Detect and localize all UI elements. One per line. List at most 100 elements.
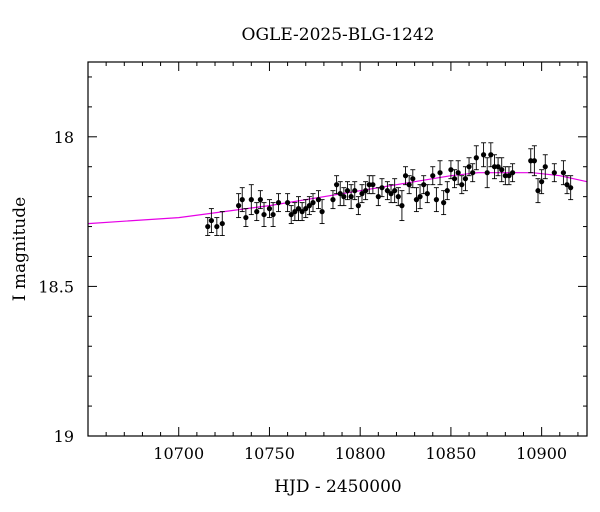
data-marker xyxy=(341,194,347,200)
data-point xyxy=(330,190,336,210)
data-point xyxy=(417,184,423,210)
data-point xyxy=(539,169,545,195)
data-point xyxy=(257,190,263,210)
data-point xyxy=(495,157,501,177)
data-marker xyxy=(395,194,401,200)
data-marker xyxy=(270,211,276,218)
data-point xyxy=(205,217,211,236)
data-point xyxy=(480,142,487,168)
data-marker xyxy=(473,155,479,161)
data-point xyxy=(375,187,381,207)
data-marker xyxy=(219,220,225,227)
data-point xyxy=(359,184,365,204)
y-axis-ticks: 18 18.5 19 xyxy=(38,76,587,446)
data-point xyxy=(341,187,347,207)
data-marker xyxy=(288,211,294,218)
data-point xyxy=(379,178,385,198)
data-point xyxy=(261,202,267,228)
x-tick-label: 10900 xyxy=(516,444,567,463)
data-marker xyxy=(384,188,390,194)
data-point xyxy=(299,202,305,222)
data-point xyxy=(248,184,254,216)
data-marker xyxy=(303,206,309,212)
data-marker xyxy=(488,152,494,158)
x-tick-label: 10850 xyxy=(425,444,476,463)
data-marker xyxy=(568,185,574,191)
data-marker xyxy=(306,203,312,209)
data-marker xyxy=(205,223,211,230)
data-marker xyxy=(359,191,365,197)
data-marker xyxy=(375,194,381,200)
data-point xyxy=(352,181,358,201)
data-marker xyxy=(208,217,214,224)
data-point xyxy=(310,193,316,213)
data-marker xyxy=(285,200,291,206)
data-marker xyxy=(355,203,361,209)
data-point xyxy=(528,148,534,174)
x-axis-label: HJD - 2450000 xyxy=(274,477,402,497)
data-marker xyxy=(333,182,340,188)
data-marker xyxy=(560,170,567,176)
data-point xyxy=(402,166,409,186)
data-marker xyxy=(430,173,436,179)
data-point xyxy=(366,175,372,195)
plot-frame xyxy=(87,61,588,437)
data-marker xyxy=(424,191,430,197)
data-point xyxy=(333,175,340,195)
y-tick-label: 19 xyxy=(54,427,74,446)
data-point xyxy=(451,169,458,189)
chart-title: OGLE-2025-BLG-1242 xyxy=(242,25,435,45)
data-marker xyxy=(254,209,260,215)
data-point xyxy=(531,145,537,177)
data-marker xyxy=(455,170,461,176)
data-marker xyxy=(470,170,476,176)
data-point xyxy=(430,166,436,186)
data-point xyxy=(266,199,273,219)
data-point xyxy=(424,184,430,204)
data-marker xyxy=(239,197,245,203)
data-point xyxy=(395,187,401,207)
data-point xyxy=(437,160,443,186)
data-marker xyxy=(344,188,351,194)
data-marker xyxy=(236,203,242,209)
data-point xyxy=(448,160,454,180)
data-marker xyxy=(363,188,369,194)
data-marker xyxy=(243,214,249,221)
data-marker xyxy=(406,182,412,188)
data-point xyxy=(243,208,249,228)
data-marker xyxy=(506,173,512,179)
data-point xyxy=(406,175,412,195)
data-marker xyxy=(330,197,336,203)
data-marker xyxy=(491,164,498,170)
data-point xyxy=(348,184,354,210)
data-point xyxy=(315,190,322,210)
data-marker xyxy=(499,167,505,173)
data-point xyxy=(370,175,376,195)
data-point xyxy=(444,181,450,201)
data-point xyxy=(473,145,479,171)
data-marker xyxy=(484,170,490,176)
data-point xyxy=(236,193,242,219)
x-axis-ticks: 10700 10750 10800 10850 10900 xyxy=(87,62,579,463)
data-point xyxy=(363,181,369,201)
data-marker xyxy=(366,182,372,188)
data-point xyxy=(384,181,390,201)
data-point xyxy=(564,175,570,195)
data-point xyxy=(270,202,276,228)
data-point xyxy=(239,187,245,213)
data-point xyxy=(491,154,498,180)
data-marker xyxy=(319,209,325,215)
data-point xyxy=(319,199,325,225)
data-marker xyxy=(531,158,537,164)
data-point xyxy=(506,166,512,186)
data-marker xyxy=(542,164,548,170)
data-marker xyxy=(451,176,458,182)
data-marker xyxy=(275,200,282,206)
data-marker xyxy=(299,209,305,215)
data-point xyxy=(499,157,505,183)
x-tick-label: 10800 xyxy=(335,444,386,463)
data-marker xyxy=(480,152,487,158)
y-tick-label: 18 xyxy=(54,128,74,147)
data-marker xyxy=(370,182,376,188)
